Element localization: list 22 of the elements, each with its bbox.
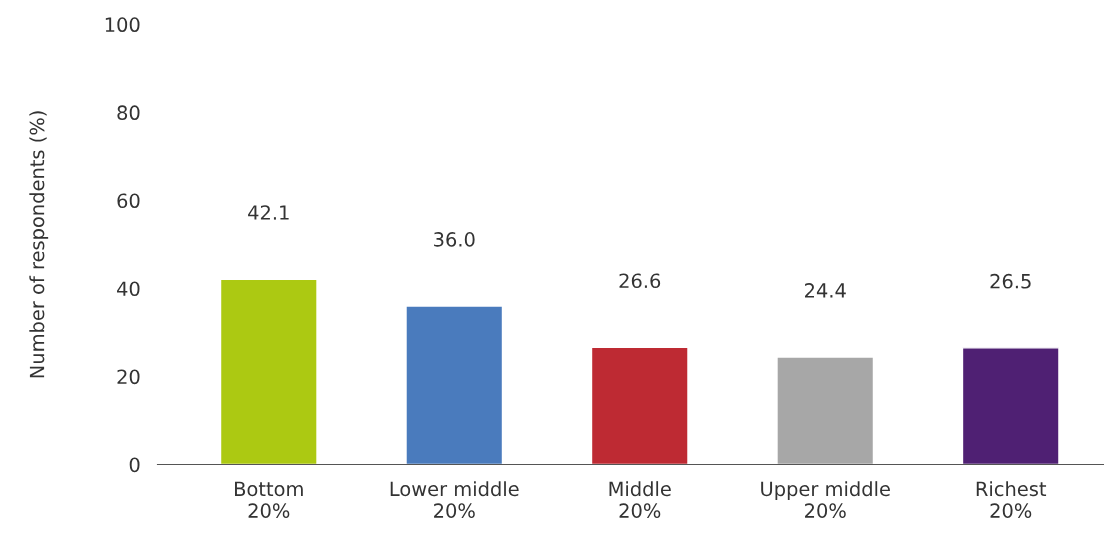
- bar: [776, 356, 875, 465]
- y-tick-label: 40: [117, 281, 140, 297]
- bar: [219, 278, 318, 465]
- y-tick-label: 60: [117, 193, 140, 209]
- bar: [590, 346, 689, 465]
- x-tick-label: Richest 20%: [976, 481, 1047, 518]
- y-tick-label: 80: [117, 105, 140, 121]
- y-tick-label: 20: [117, 369, 140, 385]
- y-tick-label: 0: [129, 457, 140, 473]
- data-label: 26.6: [619, 273, 661, 289]
- x-tick-label: Lower middle 20%: [390, 481, 519, 518]
- x-tick-label: Bottom 20%: [235, 481, 303, 518]
- data-label: 42.1: [248, 205, 289, 220]
- bar: [961, 347, 1060, 465]
- bar: [405, 305, 504, 465]
- x-tick-label: Upper middle 20%: [761, 481, 890, 518]
- y-axis-title: Number of respondents (%): [29, 111, 49, 378]
- y-tick-label: 100: [105, 17, 140, 33]
- data-label: 26.5: [990, 273, 1031, 289]
- data-label: 24.4: [805, 283, 846, 298]
- data-label: 36.0: [434, 232, 475, 247]
- x-tick-label: Middle 20%: [609, 481, 671, 518]
